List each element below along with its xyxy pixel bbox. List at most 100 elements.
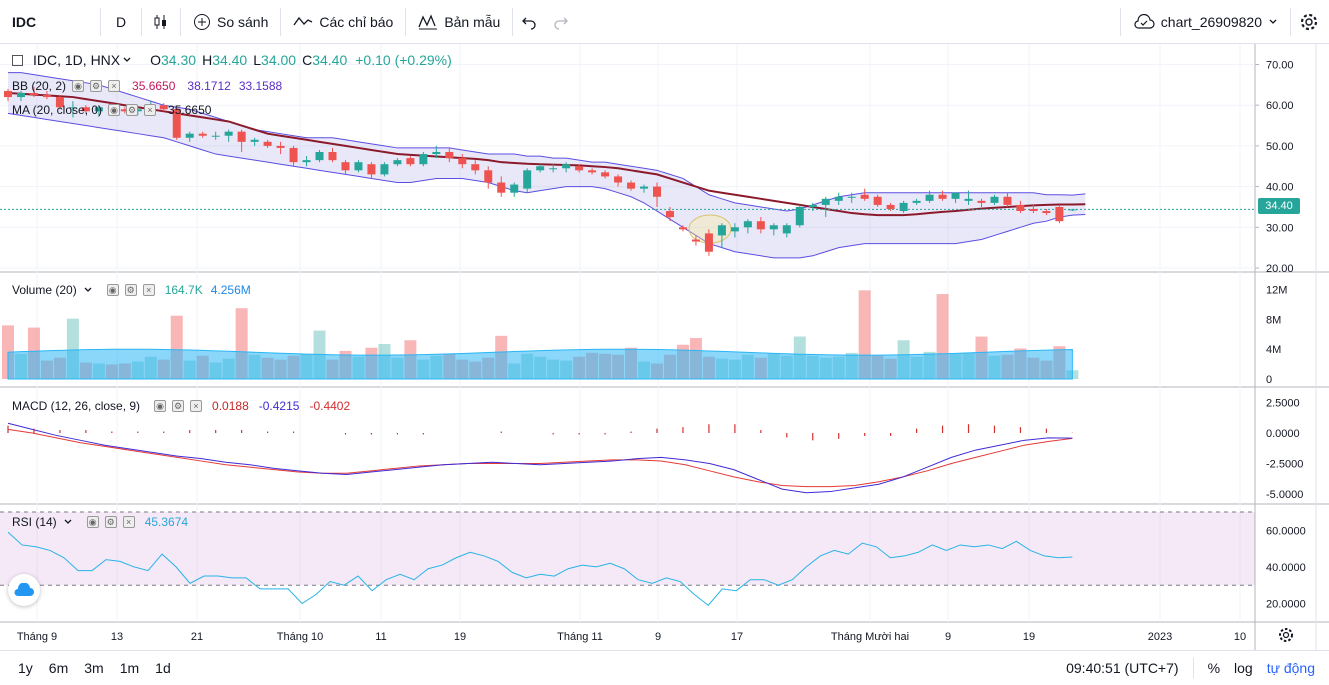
- eye-icon[interactable]: ◉: [86, 516, 99, 528]
- symbol-search-button[interactable]: IDC: [0, 0, 100, 43]
- candle-body: [224, 131, 233, 136]
- chevron-down-icon[interactable]: [122, 55, 132, 65]
- settings-button[interactable]: [1291, 0, 1329, 44]
- chevron-down-icon[interactable]: [63, 517, 73, 527]
- volume-pane[interactable]: [2, 290, 1079, 380]
- range-6m-button[interactable]: 6m: [48, 659, 69, 676]
- bb-legend[interactable]: BB (20, 2) ◉ ⚙ × 35.6650 38.1712 33.1588: [12, 79, 282, 93]
- rsi-legend[interactable]: RSI (14) ◉ ⚙ × 45.3674: [12, 515, 188, 529]
- series-title[interactable]: IDC, 1D, HNX: [33, 52, 121, 68]
- candle-body: [536, 166, 545, 171]
- divider: [141, 7, 142, 36]
- templates-icon: [418, 13, 438, 29]
- candle-body: [432, 152, 441, 155]
- candle-body: [756, 221, 765, 230]
- divider: [1290, 8, 1291, 36]
- divider: [405, 7, 407, 36]
- close-icon[interactable]: ×: [142, 284, 155, 296]
- macd-hist-value: 0.0188: [212, 399, 249, 413]
- eye-icon[interactable]: ◉: [106, 284, 119, 296]
- toolbar-right: chart_26909820: [1119, 0, 1329, 44]
- range-1m-button[interactable]: 1m: [119, 659, 140, 676]
- candle-body: [704, 233, 713, 252]
- percent-toggle[interactable]: %: [1207, 660, 1221, 676]
- range-3m-button[interactable]: 3m: [84, 659, 104, 676]
- rsi-value: 45.3674: [144, 515, 189, 529]
- axes[interactable]: 70.00 60.00 50.00 40.00 30.00 20.00 12M 8M 4M 0 2.…: [17, 60, 1306, 644]
- close-icon[interactable]: ×: [190, 400, 203, 412]
- save-layout-button[interactable]: chart_26909820: [1121, 0, 1290, 44]
- candle-body: [588, 170, 597, 173]
- candle-body: [717, 225, 726, 236]
- interval-button[interactable]: D: [101, 0, 141, 43]
- candle-body: [211, 135, 220, 137]
- eye-icon[interactable]: ◉: [108, 104, 121, 116]
- cloud-icon: [1134, 14, 1155, 29]
- candle-body: [419, 154, 428, 165]
- candle-body: [159, 105, 168, 110]
- volume-legend[interactable]: Volume (20) ◉ ⚙ × 164.7K 4.256M: [12, 283, 251, 297]
- macd-signal-line: [7, 428, 1073, 488]
- close-icon[interactable]: ×: [144, 104, 157, 116]
- indicators-button[interactable]: Các chỉ báo: [281, 0, 405, 43]
- rsi-pane[interactable]: [0, 511, 1255, 607]
- price-tick-label: 40.00: [1266, 182, 1294, 194]
- collapse-legend-icon[interactable]: [12, 54, 23, 66]
- rsi-tick-label: 20.0000: [1266, 599, 1306, 611]
- chart-canvas[interactable]: 70.00 60.00 50.00 40.00 30.00 20.00 12M 8M 4M 0 2.…: [0, 44, 1329, 650]
- price-tick-label: 60.00: [1266, 100, 1294, 112]
- gear-icon[interactable]: ⚙: [104, 516, 117, 528]
- ma-legend[interactable]: MA (20, close, 0) ◉ ⚙ × 35.6650: [12, 103, 211, 117]
- candle-body: [484, 170, 493, 183]
- time-tick-label: 11: [375, 631, 386, 643]
- log-toggle[interactable]: log: [1234, 660, 1253, 676]
- macd-label: MACD (12, 26, close, 9): [12, 399, 141, 413]
- macd-legend[interactable]: MACD (12, 26, close, 9) ◉ ⚙ × 0.0188 -0.…: [12, 399, 350, 413]
- macd-pane[interactable]: [7, 422, 1073, 494]
- cloud-logo-icon: [14, 583, 34, 596]
- range-1d-button[interactable]: 1d: [155, 659, 171, 676]
- eye-icon[interactable]: ◉: [154, 400, 167, 412]
- time-tick-label: 13: [111, 631, 123, 643]
- bb-label: BB (20, 2): [12, 79, 67, 93]
- chart-area[interactable]: 70.00 60.00 50.00 40.00 30.00 20.00 12M 8M 4M 0 2.…: [0, 44, 1329, 650]
- candles-icon: [154, 14, 166, 29]
- candle-body: [640, 186, 649, 189]
- bb-upper-value: 38.1712: [187, 79, 231, 93]
- clock[interactable]: 09:40:51 (UTC+7): [1066, 660, 1179, 676]
- candle-body: [29, 92, 38, 96]
- gear-icon[interactable]: ⚙: [124, 284, 137, 296]
- gear-icon[interactable]: ⚙: [172, 400, 185, 412]
- chevron-down-icon[interactable]: [83, 285, 93, 295]
- macd-line-value: -0.4215: [258, 399, 300, 413]
- candle-body: [185, 133, 194, 138]
- range-1y-button[interactable]: 1y: [18, 659, 33, 676]
- candle-body: [68, 107, 77, 109]
- auto-toggle[interactable]: tự động: [1266, 660, 1315, 676]
- time-tick-label: 21: [191, 631, 203, 643]
- candle-body: [302, 160, 311, 163]
- price-pane[interactable]: [0, 72, 1255, 259]
- candle-body: [406, 158, 415, 165]
- candle-body: [562, 164, 571, 169]
- templates-button[interactable]: Bản mẫu: [406, 0, 512, 43]
- gear-icon[interactable]: ⚙: [126, 104, 139, 116]
- undo-icon: [522, 17, 536, 30]
- candle-body: [16, 92, 25, 98]
- eye-icon[interactable]: ◉: [72, 80, 85, 92]
- chart-type-button[interactable]: [142, 0, 180, 43]
- gear-icon[interactable]: ⚙: [90, 80, 103, 92]
- volume-ma-value: 4.256M: [210, 283, 251, 297]
- compare-button[interactable]: So sánh: [181, 0, 280, 43]
- candle-body: [821, 198, 830, 205]
- close-icon[interactable]: ×: [108, 80, 121, 92]
- ma-line: [7, 91, 1086, 217]
- gear-hub: [1282, 631, 1290, 639]
- close-label: C: [302, 52, 313, 68]
- candle-body: [627, 182, 636, 189]
- undo-button[interactable]: [513, 0, 545, 43]
- redo-button[interactable]: [545, 0, 577, 43]
- compare-label: So sánh: [217, 13, 269, 30]
- tv-logo[interactable]: [8, 574, 40, 606]
- close-icon[interactable]: ×: [122, 516, 135, 528]
